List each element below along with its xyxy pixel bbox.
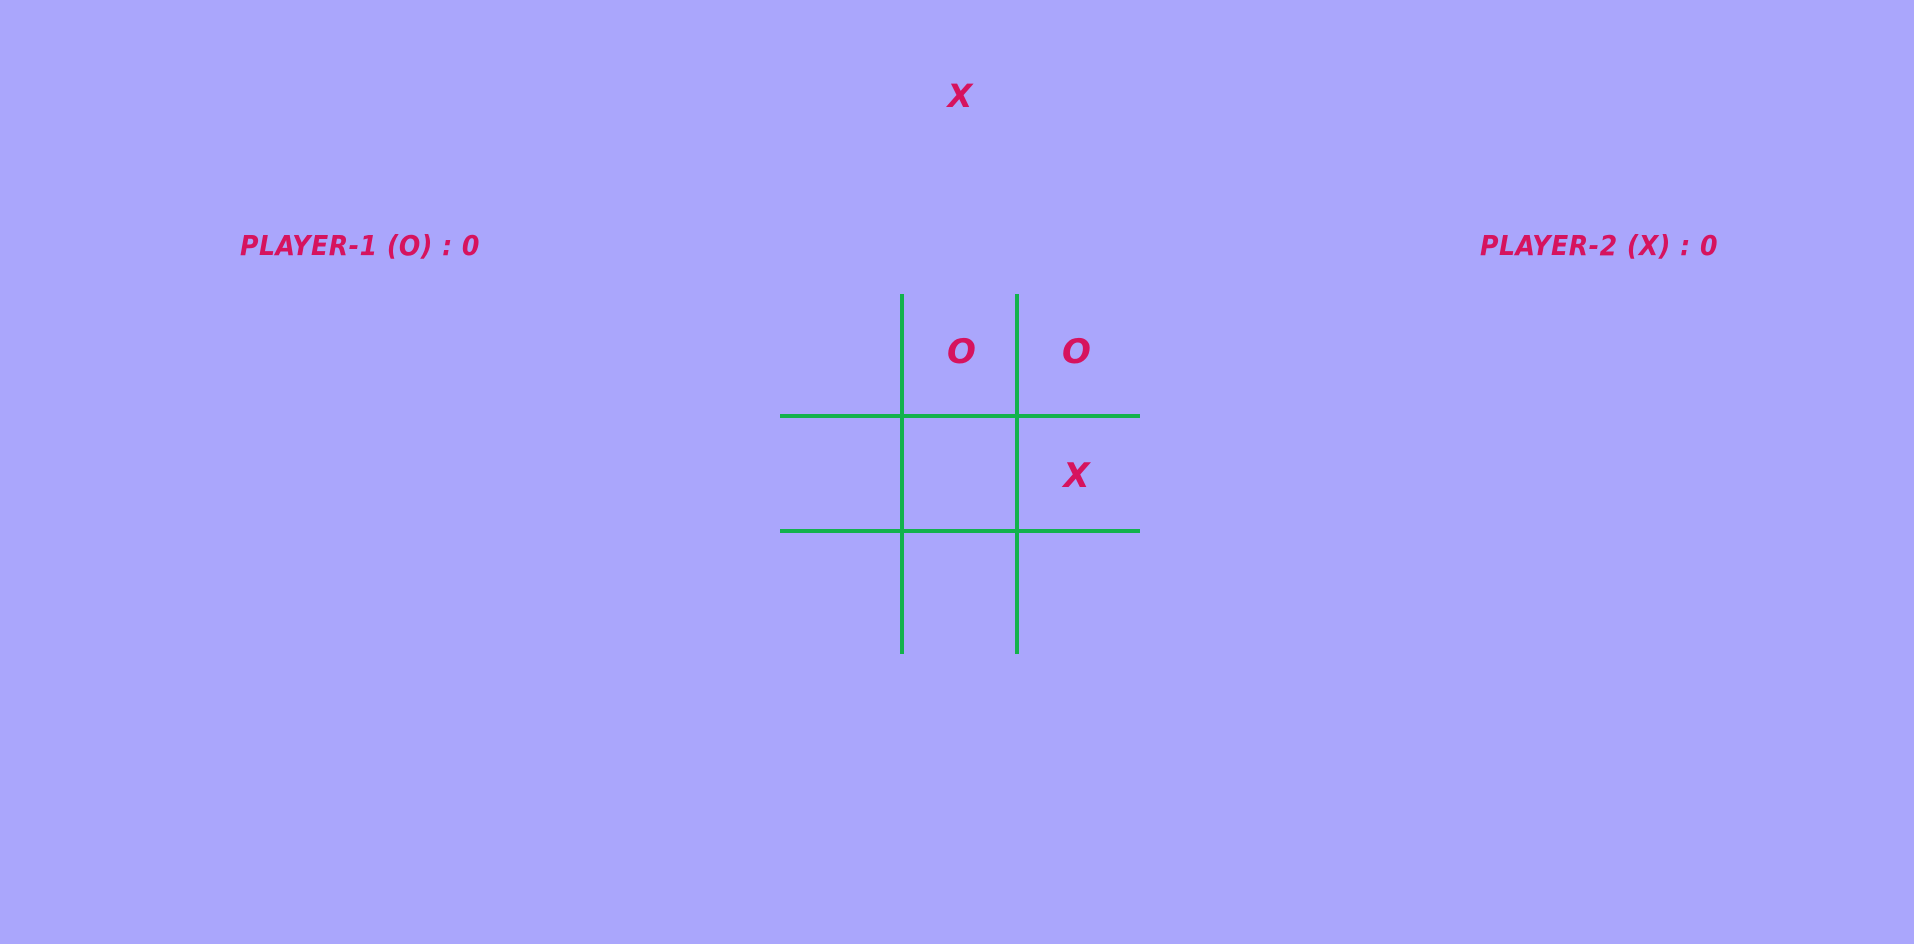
current-turn-indicator: X	[947, 77, 973, 115]
tic-tac-toe-board: O O X	[780, 294, 1140, 654]
board-cell-1[interactable]	[780, 294, 895, 409]
board-cell-2[interactable]: O	[947, 331, 976, 372]
board-cell-7[interactable]	[780, 533, 895, 648]
grid-line-vertical-1	[900, 294, 904, 654]
grid-line-horizontal-1	[780, 414, 1140, 418]
board-cell-5[interactable]	[904, 418, 1019, 533]
board-cell-9[interactable]	[1019, 533, 1134, 648]
board-cell-4[interactable]	[780, 418, 895, 533]
grid-line-horizontal-2	[780, 529, 1140, 533]
player-2-score: PLAYER-2 (X) : 0	[1480, 229, 1718, 262]
grid-line-vertical-2	[1015, 294, 1019, 654]
player-1-score: PLAYER-1 (O) : 0	[240, 229, 480, 262]
board-cell-3[interactable]: O	[1062, 331, 1091, 372]
board-cell-6[interactable]: X	[1063, 455, 1090, 496]
board-cell-8[interactable]	[904, 533, 1019, 648]
